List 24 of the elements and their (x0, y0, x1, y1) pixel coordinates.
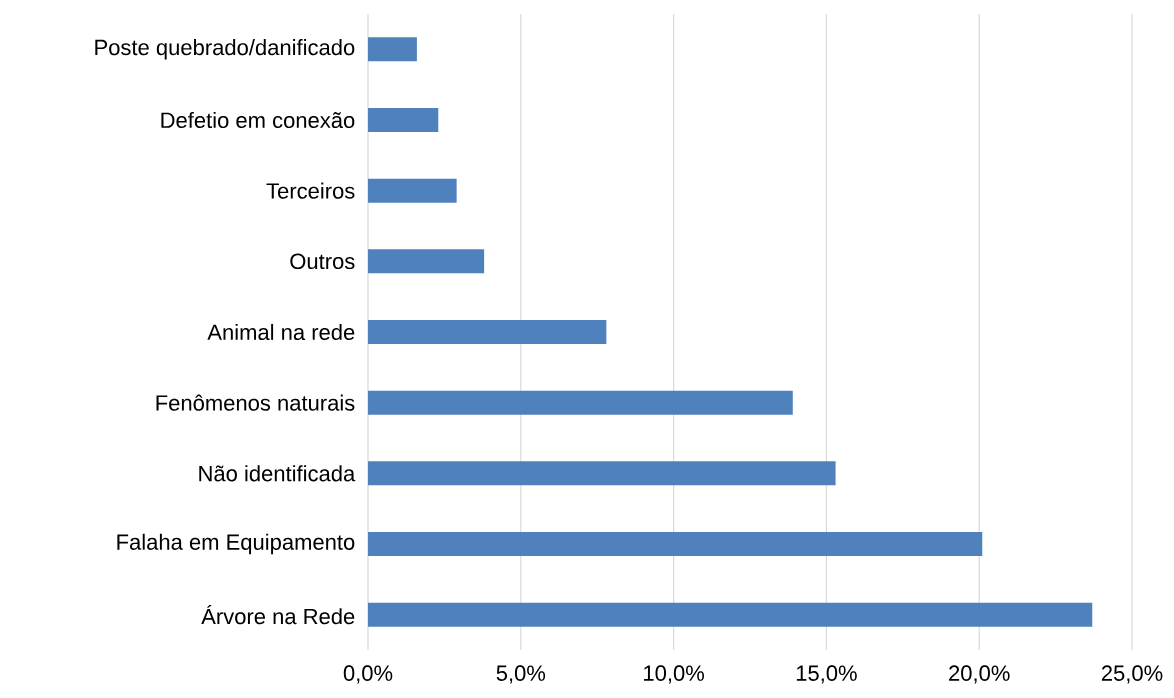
x-tick-label: 15,0% (796, 665, 857, 684)
y-tick-label: Falaha em Equipamento (117, 533, 355, 555)
x-tick-label: 5,0% (496, 665, 546, 684)
bar (368, 461, 836, 486)
y-tick-label: Defetio em conexão (161, 111, 355, 129)
bar (368, 37, 417, 62)
bar (368, 107, 439, 132)
bar (368, 531, 983, 556)
x-tick-label: 25,0% (1101, 665, 1163, 684)
x-tick-label: 0,0% (343, 665, 393, 684)
y-tick-label: Animal na rede (207, 323, 355, 341)
x-tick-label: 20,0% (949, 665, 1010, 684)
y-tick-label: Árvore na Rede (201, 605, 355, 625)
bar (368, 602, 1093, 627)
y-tick-label: Não identificada (199, 465, 356, 482)
bar (368, 249, 485, 274)
bar (368, 390, 793, 415)
y-tick-label: Outros (290, 253, 355, 270)
bar (368, 319, 607, 344)
y-tick-label: Poste quebrado/danificado (95, 39, 355, 60)
y-tick-label: Fenômenos naturais (156, 394, 355, 411)
y-tick-label: Terceiros (266, 182, 355, 199)
x-tick-label: 10,0% (644, 665, 704, 684)
bar (368, 178, 457, 203)
